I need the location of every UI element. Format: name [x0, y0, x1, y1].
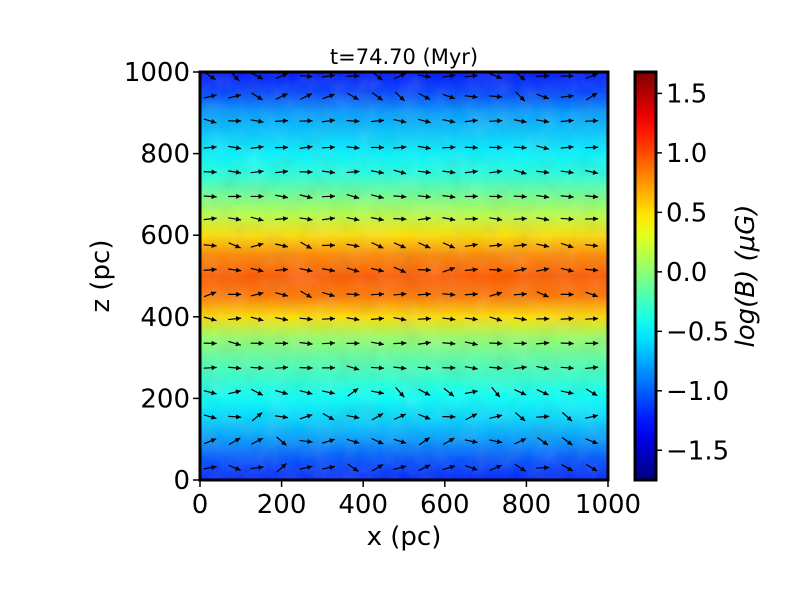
- x-axis-label: x (pc): [367, 522, 442, 552]
- y-tick-label: 0: [173, 466, 190, 496]
- colorbar-tick-label: −1.0: [666, 377, 729, 407]
- colorbar-ticks: 1.5 1.0 0.5 0.0 −0.5 −1.0 −1.5: [656, 79, 729, 466]
- y-tick-label: 600: [140, 221, 190, 251]
- x-tick-label: 800: [502, 490, 552, 520]
- colorbar-label: log(B) (μG): [731, 205, 761, 348]
- y-axis: 0 200 400 600 800 1000: [124, 58, 200, 496]
- x-tick-label: 0: [192, 490, 209, 520]
- y-tick-label: 1000: [124, 58, 190, 88]
- colorbar-tick-label: −0.5: [666, 317, 729, 347]
- y-tick-label: 800: [140, 140, 190, 170]
- colorbar: 1.5 1.0 0.5 0.0 −0.5 −1.0 −1.5 log(B) (μG): [635, 72, 761, 480]
- plot-area: [200, 71, 608, 480]
- x-tick-label: 200: [257, 490, 307, 520]
- turbulence-texture: [200, 72, 608, 480]
- colorbar-gradient: [635, 72, 656, 480]
- x-tick-label: 1000: [575, 490, 641, 520]
- colorbar-tick-label: 1.0: [666, 139, 707, 169]
- colorbar-tick-label: 1.5: [666, 79, 707, 109]
- y-axis-label: z (pc): [86, 240, 116, 313]
- colorbar-tick-label: −1.5: [666, 436, 729, 466]
- x-tick-label: 400: [338, 490, 388, 520]
- x-axis: 0 200 400 600 800 1000: [192, 480, 641, 520]
- chart-title: t=74.70 (Myr): [330, 45, 478, 69]
- y-tick-label: 200: [140, 384, 190, 414]
- x-tick-label: 600: [420, 490, 470, 520]
- colorbar-tick-label: 0.5: [666, 198, 707, 228]
- colorbar-tick-label: 0.0: [666, 258, 707, 288]
- y-tick-label: 400: [140, 303, 190, 333]
